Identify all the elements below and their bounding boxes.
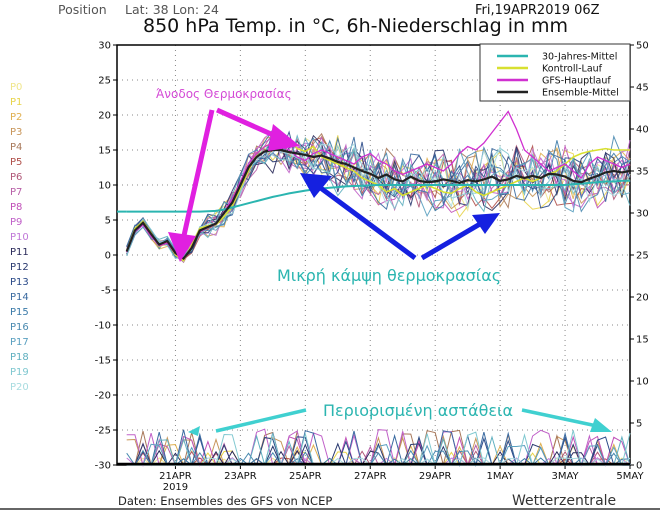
member-line-p10 [126, 142, 631, 262]
dip-arrow-right-head [472, 213, 500, 234]
legend-label: 30-Jahres-Mittel [542, 52, 617, 63]
ensemble-mean-line [125, 148, 631, 260]
y-tick-label-right: 25 [636, 251, 649, 262]
rise-arrow-down-head [168, 232, 196, 262]
legend-label: Kontroll-Lauf [542, 64, 603, 75]
member-label-p13: P13 [10, 277, 29, 288]
y-tick-label-left: 0 [105, 251, 111, 262]
precip-series [117, 428, 631, 467]
y-tick-label-right: 45 [636, 83, 649, 94]
instability-arrow-left-head [188, 426, 200, 436]
position-label: Position [58, 2, 107, 17]
member-line-p14 [126, 129, 631, 259]
member-label-p4: P4 [10, 142, 22, 153]
member-label-p9: P9 [10, 217, 22, 228]
member-labels: P0 P1 P2 P3 P4 P5 P6 P7 P8 P9 P10 P11 P12 P13 P14 P15 P1… [10, 82, 29, 393]
y-tick-label-left: -5 [101, 286, 111, 297]
instability-arrow-right-shaft [521, 408, 598, 428]
run-date: Fri,19APR2019 06Z [475, 3, 600, 18]
annotations: Άνοδος Θερμοκρασίας Μικρή κάμψη θερμοκρα… [156, 87, 612, 436]
y-tick-label-right: 10 [636, 377, 649, 388]
main-series [117, 110, 631, 262]
y-tick-label-right: 40 [636, 125, 649, 136]
member-label-p16: P16 [10, 322, 29, 333]
climate-mean-line [126, 179, 630, 213]
rise-arrow-right-shaft [215, 107, 282, 141]
member-label-p2: P2 [10, 112, 22, 123]
member-label-p7: P7 [10, 187, 22, 198]
brand-label: Wetterzentrale [512, 493, 616, 509]
annotation-dip: Μικρή κάμψη θερμοκρασίας [277, 266, 501, 285]
lat-lon: Lat: 38 Lon: 24 [125, 2, 219, 17]
member-label-p12: P12 [10, 262, 29, 273]
y-tick-label-left: -20 [95, 391, 111, 402]
member-label-p8: P8 [10, 202, 22, 213]
y-tick-label-right: 5 [636, 419, 642, 430]
x-tick-label: 23APR [224, 471, 257, 482]
x-tick-label: 21APR [159, 471, 192, 482]
member-line-p13 [126, 129, 631, 257]
legend: 30-Jahres-MittelKontroll-LaufGFS-Hauptla… [479, 43, 631, 102]
member-label-p1: P1 [10, 97, 22, 108]
x-tick-label: 1MAY [487, 471, 515, 482]
y-tick-label-right: 0 [636, 461, 642, 472]
legend-label: Ensemble-Mittel [542, 88, 619, 99]
y-tick-label-right: 30 [636, 209, 649, 220]
member-label-p14: P14 [10, 292, 29, 303]
x-tick-sublabel: 2019 [163, 482, 188, 493]
y-tick-label-left: -10 [95, 321, 111, 332]
y-tick-label-left: -25 [95, 426, 111, 437]
member-label-p6: P6 [10, 172, 22, 183]
member-label-p5: P5 [10, 157, 22, 168]
member-label-p18: P18 [10, 352, 29, 363]
rise-arrow-right-head [268, 124, 300, 151]
x-tick-label: 3MAY [551, 471, 579, 482]
member-label-p15: P15 [10, 307, 29, 318]
x-tick-label: 5MAY [616, 471, 644, 482]
member-label-p20: P20 [10, 382, 29, 393]
y-tick-label-left: -30 [95, 461, 111, 472]
y-axis-left: 30 25 20 15 10 5 0 -5 -10 -15 -20 -25 -30 [95, 41, 117, 472]
y-tick-label-left: 25 [98, 76, 111, 87]
dip-arrow-left-shaft [316, 183, 417, 261]
instability-arrow-left-shaft [215, 408, 307, 433]
member-label-p10: P10 [10, 232, 29, 243]
y-tick-label-left: 15 [98, 146, 111, 157]
dip-arrow-left-head [300, 173, 332, 198]
y-tick-label-right: 20 [636, 293, 649, 304]
member-label-p11: P11 [10, 247, 29, 258]
x-tick-label: 29APR [419, 471, 452, 482]
x-tick-label: 27APR [354, 471, 387, 482]
x-tick-label: 25APR [289, 471, 322, 482]
y-tick-label-right: 50 [636, 41, 649, 52]
chart-title: 850 hPa Temp. in °C, 6h-Niederschlag in … [143, 15, 568, 37]
y-tick-label-left: -15 [95, 356, 111, 367]
member-line-p16 [126, 134, 631, 261]
y-tick-label-right: 15 [636, 335, 649, 346]
y-tick-label-left: 30 [98, 41, 111, 52]
y-tick-label-left: 5 [105, 216, 111, 227]
legend-label: GFS-Hauptlauf [542, 76, 611, 87]
member-label-p17: P17 [10, 337, 29, 348]
y-tick-label-left: 20 [98, 111, 111, 122]
instability-arrow-right-head [590, 418, 612, 432]
member-label-p3: P3 [10, 127, 22, 138]
annotation-instability: Περιορισμένη αστάθεια [323, 401, 513, 420]
member-label-p19: P19 [10, 367, 29, 378]
y-tick-label-right: 35 [636, 167, 649, 178]
annotation-rise: Άνοδος Θερμοκρασίας [156, 87, 292, 101]
dip-arrow-right-shaft [420, 221, 482, 261]
data-source: Daten: Ensembles des GFS von NCEP [118, 494, 332, 508]
member-label-p0: P0 [10, 82, 22, 93]
rise-arrow-down-shaft [180, 109, 215, 241]
y-tick-label-left: 10 [98, 181, 111, 192]
